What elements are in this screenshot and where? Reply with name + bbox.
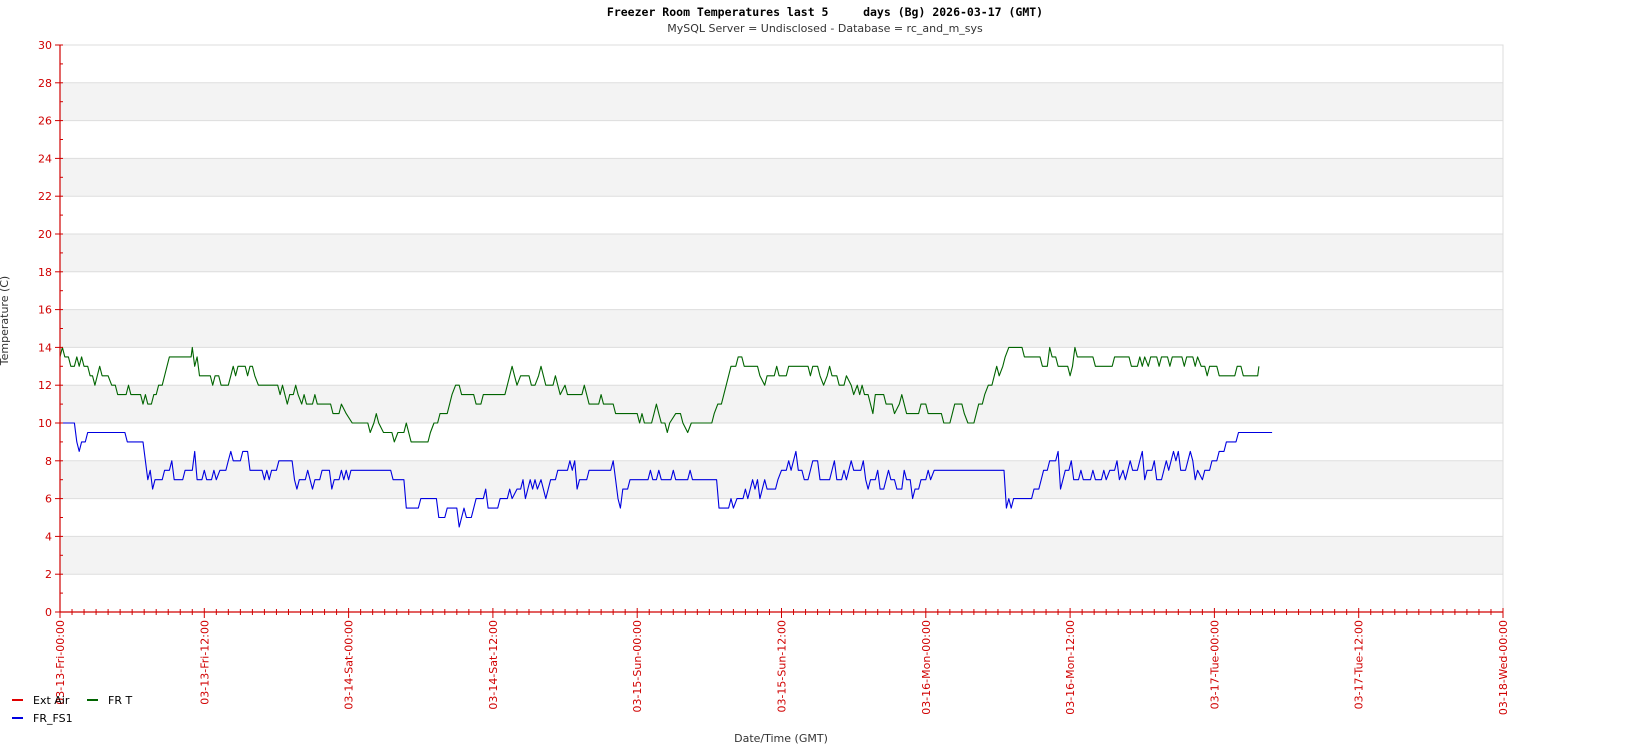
y-tick-label: 24 (38, 152, 52, 165)
grid-band (60, 347, 1503, 386)
x-tick-label: 03-18-Wed-00:00 (1497, 620, 1510, 715)
x-tick-label: 03-16-Mon-00:00 (920, 620, 933, 715)
plot-background-bands (60, 45, 1503, 612)
x-tick-label: 03-17-Tue-12:00 (1353, 620, 1366, 709)
x-axis-label: Date/Time (GMT) (734, 732, 828, 745)
grid-band (60, 120, 1503, 159)
x-tick-label: 03-14-Sat-12:00 (487, 620, 500, 710)
y-tick-label: 12 (38, 379, 52, 392)
legend-label: FR_FS1 (33, 712, 73, 725)
x-tick-label: 03-15-Sun-00:00 (631, 620, 644, 713)
chart-title: Freezer Room Temperatures last 5 days (B… (607, 5, 1043, 19)
x-tick-label: 03-14-Sat-00:00 (343, 620, 356, 710)
chart-subtitle: MySQL Server = Undisclosed - Database = … (667, 22, 983, 35)
y-tick-label: 18 (38, 266, 52, 279)
grid-band (60, 385, 1503, 423)
y-tick-label: 10 (38, 417, 52, 430)
grid-band (60, 536, 1503, 575)
y-axis-label: Temperature (C) (0, 276, 11, 366)
y-tick-label: 6 (45, 493, 52, 506)
legend: Ext Air FR T FR_FS1 (12, 694, 132, 725)
y-tick-label: 8 (45, 455, 52, 468)
x-tick-label: 03-13-Fri-12:00 (198, 620, 211, 705)
grid-band (60, 423, 1503, 461)
y-tick-label: 0 (45, 606, 52, 619)
grid-band (60, 158, 1503, 197)
x-tick-label: 03-17-Tue-00:00 (1208, 620, 1221, 709)
x-tick-label: 03-13-Fri-00:00 (54, 620, 67, 705)
y-tick-label: 26 (38, 115, 52, 128)
y-tick-label: 14 (38, 341, 52, 354)
y-tick-label: 20 (38, 228, 52, 241)
grid-band (60, 271, 1503, 310)
x-tick-label: 03-15-Sun-12:00 (776, 620, 789, 713)
series-line-fr-fs1 (60, 422, 1273, 528)
y-gridlines (60, 44, 1503, 613)
grid-band (60, 196, 1503, 234)
grid-band (60, 460, 1503, 499)
series-line-fr-t (59, 346, 1260, 443)
grid-band (60, 82, 1503, 121)
series-lines (59, 346, 1273, 528)
grid-band (60, 309, 1503, 348)
y-tick-label: 16 (38, 304, 52, 317)
grid-band (60, 574, 1503, 612)
x-tick-label: 03-16-Mon-12:00 (1064, 620, 1077, 715)
x-axis-ticks: 03-13-Fri-00:00 03-13-Fri-12:00 03-14-Sat-… (54, 608, 1510, 715)
y-tick-label: 30 (38, 39, 52, 52)
y-tick-label: 2 (45, 568, 52, 581)
y-tick-label: 22 (38, 190, 52, 203)
y-tick-label: 4 (45, 530, 52, 543)
legend-label: FR T (108, 694, 132, 707)
grid-band (60, 45, 1503, 83)
grid-band (60, 234, 1503, 272)
y-tick-label: 28 (38, 77, 52, 90)
legend-label: Ext Air (33, 694, 70, 707)
grid-band (60, 498, 1503, 537)
